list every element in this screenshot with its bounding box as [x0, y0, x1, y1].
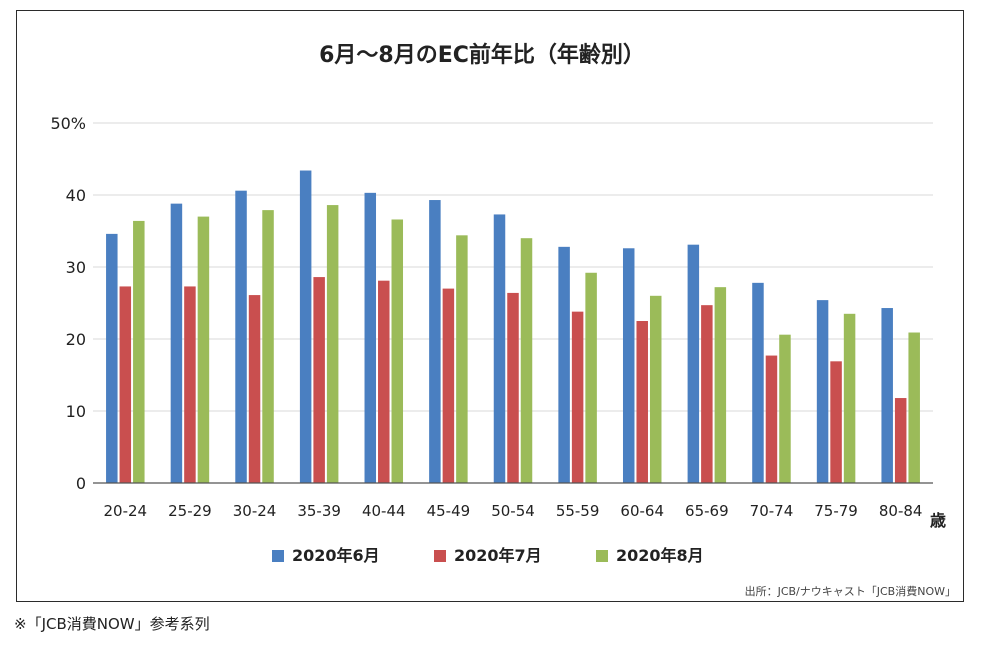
bar-2-80-84: [894, 398, 907, 483]
bar-3-35-39: [326, 205, 339, 483]
bar-1-20-24: [106, 233, 118, 483]
bar-1-70-74: [752, 282, 764, 483]
footnote: ※「JCB消費NOW」参考系列: [14, 615, 210, 633]
x-tick-label: 20-24: [104, 502, 148, 520]
bar-1-35-39: [299, 170, 312, 483]
bar-1-50-54: [493, 214, 506, 483]
legend-swatch: [272, 550, 284, 562]
x-tick-label: 55-59: [556, 502, 600, 520]
bar-2-60-64: [636, 321, 648, 483]
bar-3-55-59: [585, 272, 597, 483]
x-tick-label: 50-54: [491, 502, 535, 520]
y-tick-label: 0: [76, 474, 86, 493]
x-tick-label: 45-49: [427, 502, 471, 520]
bar-3-50-54: [520, 238, 533, 483]
y-tick-label: 10: [66, 402, 86, 421]
bar-2-45-49: [442, 288, 455, 483]
bar-3-70-74: [779, 334, 791, 483]
x-tick-label: 25-29: [168, 502, 212, 520]
x-tick-label: 70-74: [750, 502, 794, 520]
bar-3-75-79: [843, 313, 856, 483]
legend-label: 2020年8月: [616, 546, 704, 565]
bar-3-80-84: [908, 332, 920, 483]
bar-2-75-79: [830, 361, 842, 483]
bar-1-75-79: [816, 300, 829, 483]
y-tick-label: 30: [66, 258, 86, 277]
bars: [106, 170, 920, 484]
bar-1-60-64: [622, 248, 635, 483]
bar-2-70-74: [765, 355, 778, 483]
y-tick-label: 20: [66, 330, 86, 349]
bar-2-30-24: [248, 295, 261, 483]
bar-2-40-44: [378, 280, 390, 483]
bar-3-45-49: [456, 235, 468, 483]
legend: 2020年6月 2020年7月 2020年8月: [272, 546, 704, 565]
bar-2-35-39: [313, 277, 325, 483]
bar-1-55-59: [558, 246, 570, 483]
x-tick-label: 40-44: [362, 502, 406, 520]
legend-swatch: [596, 550, 608, 562]
bar-3-40-44: [391, 219, 404, 484]
bar-1-30-24: [235, 190, 247, 483]
bar-2-20-24: [119, 286, 132, 483]
y-tick-label: 50%: [50, 114, 86, 133]
bar-1-45-49: [429, 200, 441, 484]
bar-2-50-54: [507, 292, 519, 483]
legend-label: 2020年7月: [454, 546, 542, 565]
x-tick-label: 60-64: [620, 502, 664, 520]
x-tick-label: 35-39: [297, 502, 341, 520]
bar-1-40-44: [364, 192, 377, 483]
x-tick-label: 80-84: [879, 502, 923, 520]
bar-2-25-29: [184, 286, 196, 483]
ec-yoy-bar-chart: 6月～8月のEC前年比（年齢別） 0 10 20 30 40 50% 20-24 25-29…: [50, 42, 956, 598]
x-tick-label: 30-24: [233, 502, 277, 520]
y-axis: 0 10 20 30 40 50%: [50, 114, 86, 493]
bar-1-25-29: [170, 203, 183, 483]
chart-title: 6月～8月のEC前年比（年齢別）: [319, 42, 645, 68]
bar-2-55-59: [571, 311, 584, 483]
y-tick-label: 40: [66, 186, 86, 205]
x-tick-label: 75-79: [814, 502, 858, 520]
bar-3-60-64: [649, 295, 662, 483]
bar-2-65-69: [701, 305, 713, 483]
source-note: 出所：JCB/ナウキャスト「JCB消費NOW」: [745, 584, 956, 598]
bar-1-80-84: [881, 308, 893, 483]
x-tick-label: 65-69: [685, 502, 729, 520]
bar-3-25-29: [197, 216, 210, 483]
bar-3-65-69: [714, 287, 727, 483]
legend-swatch: [434, 550, 446, 562]
x-axis: 20-24 25-29 30-24 35-39 40-44 45-49 50-54 55-59…: [93, 482, 933, 520]
bar-3-20-24: [133, 220, 145, 484]
bar-3-30-24: [262, 210, 274, 483]
x-axis-unit-label: 歳: [930, 511, 946, 530]
legend-label: 2020年6月: [292, 546, 380, 565]
bar-1-65-69: [687, 244, 700, 483]
